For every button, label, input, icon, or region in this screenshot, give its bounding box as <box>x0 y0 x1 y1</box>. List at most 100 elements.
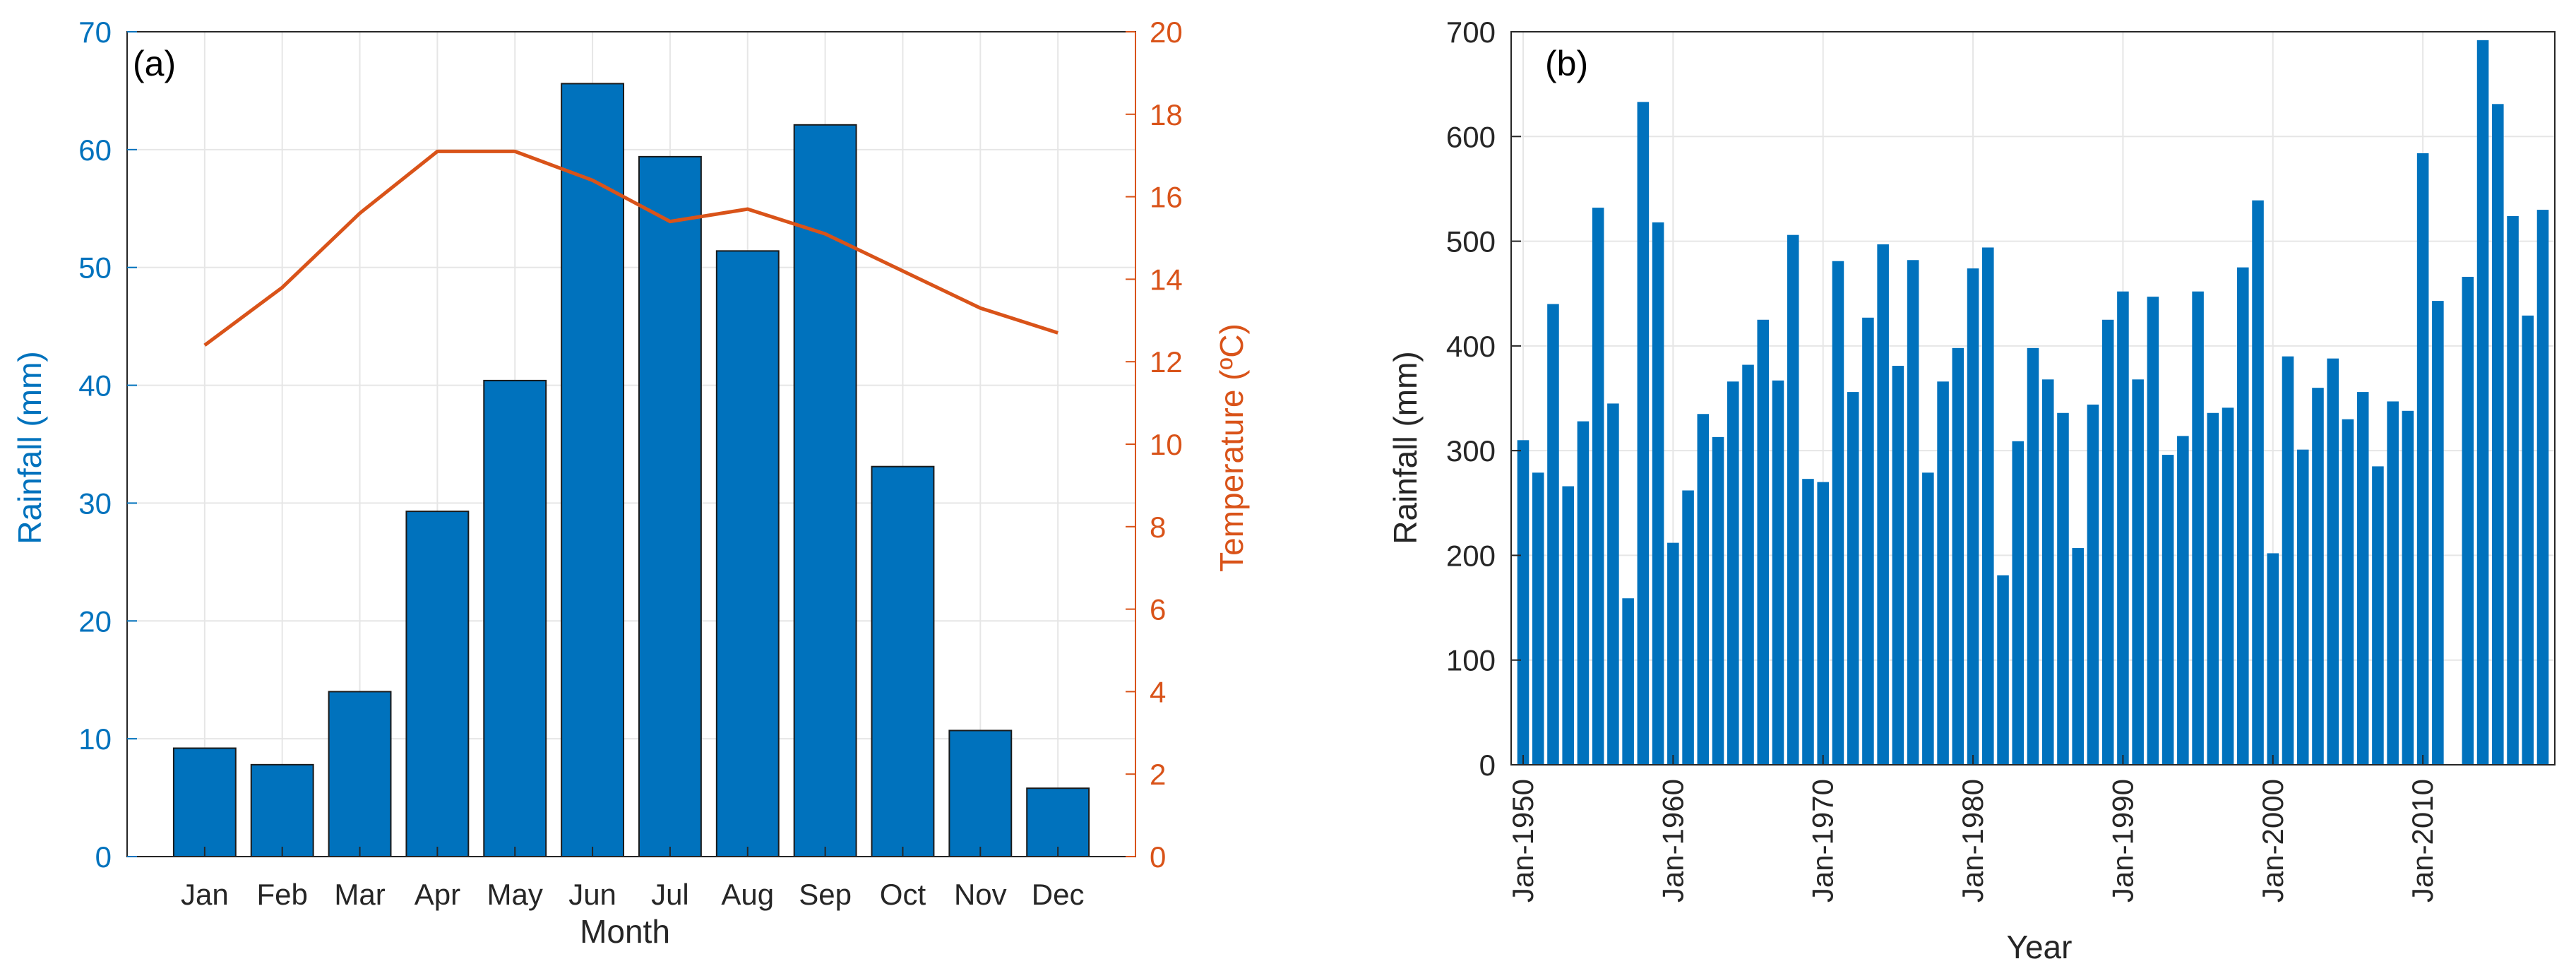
rainfall-bar-1984 <box>2027 347 2039 765</box>
rainfall-bar-1982 <box>1997 575 2009 765</box>
rainfall-bar-1964 <box>1727 381 1739 765</box>
panel-a-left-tick-label: 0 <box>95 840 112 874</box>
rainfall-bar-1960 <box>1667 542 1679 765</box>
rainfall-bar-1968 <box>1787 234 1799 765</box>
rainfall-bar-2017 <box>2522 315 2534 766</box>
rainfall-bar-2000 <box>2267 553 2279 765</box>
rainfall-bar-1983 <box>2012 441 2025 765</box>
rainfall-bar-1999 <box>2252 200 2264 765</box>
rainfall-bar-dec <box>1026 787 1090 858</box>
panel-a-x-tick-label: Feb <box>257 878 308 911</box>
rainfall-bar-aug <box>715 250 780 857</box>
rainfall-bar-1992 <box>2147 297 2159 766</box>
panel-b-y-tick-label: 500 <box>1446 225 1496 258</box>
panel-a-right-tick-label: 14 <box>1150 263 1183 296</box>
rainfall-bar-2013 <box>2462 276 2474 765</box>
panel-a-right-tick-label: 2 <box>1150 758 1166 791</box>
rainfall-bar-2007 <box>2372 466 2384 765</box>
panel-a-x-tick-label: Apr <box>415 878 460 911</box>
rainfall-bar-1971 <box>1832 261 1844 765</box>
panel-a-x-tick-label: Oct <box>880 878 926 911</box>
panel-a-right-tick-label: 20 <box>1150 16 1183 49</box>
panel-a-right-tick-label: 12 <box>1150 345 1183 379</box>
panel-b-y-tick-label: 0 <box>1479 749 1496 782</box>
rainfall-bar-1953 <box>1562 486 1574 765</box>
rainfall-bar-jun <box>561 83 625 858</box>
panel-b-y-tick-label: 300 <box>1446 434 1496 467</box>
panel-a-right-tick-label: 10 <box>1150 428 1183 461</box>
rainfall-bar-2014 <box>2476 40 2489 765</box>
rainfall-bar-1993 <box>2161 455 2174 765</box>
rainfall-bar-2003 <box>2312 388 2324 765</box>
rainfall-bar-2006 <box>2356 392 2369 765</box>
panel-b-y-axis-title: Rainfall (mm) <box>1387 351 1424 544</box>
rainfall-bar-may <box>483 379 547 857</box>
rainfall-bar-mar <box>328 691 392 858</box>
panel-b-y-tick-label: 700 <box>1446 16 1496 49</box>
panel-b-x-tick-label: Jan-1990 <box>2106 779 2139 903</box>
rainfall-bar-1951 <box>1532 472 1544 765</box>
rainfall-bar-1962 <box>1697 414 1710 765</box>
panel-a-chart: 0 10 20 30 40 50 60 70 0 2 4 6 8 10 12 14 16 18 20 Jan Feb… <box>11 16 1250 950</box>
panel-a-temperature-line <box>203 149 1059 347</box>
rainfall-bar-1981 <box>1982 247 1994 765</box>
panel-b-axes-box <box>1510 31 2556 766</box>
rainfall-bar-feb <box>250 763 314 858</box>
panel-a-x-axis-title: Month <box>580 913 670 950</box>
panel-b-bars <box>1517 40 2549 766</box>
panel-a-left-axis-title: Rainfall (mm) <box>11 351 48 544</box>
panel-b-y-tick-label: 100 <box>1446 644 1496 677</box>
rainfall-bar-2016 <box>2507 215 2519 765</box>
rainfall-bar-1995 <box>2192 291 2204 766</box>
rainfall-bar-1980 <box>1967 268 1979 765</box>
rainfall-bar-1989 <box>2101 319 2114 765</box>
rainfall-bar-1961 <box>1682 490 1694 765</box>
panel-a-left-tick-label: 10 <box>78 722 112 756</box>
panel-a-left-tick-label: 40 <box>78 369 112 403</box>
rainfall-bar-2018 <box>2536 210 2549 766</box>
panel-a-x-tick-label: May <box>487 878 543 911</box>
panel-b-x-tick-label: Jan-2010 <box>2406 779 2439 903</box>
panel-b-x-axis-title: Year <box>2007 929 2073 965</box>
rainfall-bar-2001 <box>2282 356 2294 766</box>
rainfall-bar-1972 <box>1847 392 1859 765</box>
panel-a-right-tick-label: 0 <box>1150 840 1166 874</box>
rainfall-bar-2002 <box>2296 449 2309 765</box>
rainfall-bar-1955 <box>1592 208 1604 765</box>
rainfall-bar-1965 <box>1742 364 1754 765</box>
panel-a-right-tick-label: 8 <box>1150 511 1166 544</box>
panel-b-label: (b) <box>1545 44 1588 83</box>
rainfall-bar-1969 <box>1802 479 1814 765</box>
rainfall-bar-1950 <box>1517 440 1530 765</box>
panel-a-right-axis-title: Temperature (ºC) <box>1213 323 1250 572</box>
rainfall-bar-1977 <box>1922 472 1934 765</box>
panel-a-x-tick-label: Jan <box>181 878 229 911</box>
rainfall-bar-1973 <box>1862 317 1874 765</box>
rainfall-bar-1986 <box>2057 412 2069 765</box>
panel-a-x-tick-label: Jun <box>568 878 616 911</box>
rainfall-bar-jul <box>638 155 702 857</box>
rainfall-bar-1966 <box>1757 319 1770 765</box>
rainfall-bar-nov <box>948 729 1013 858</box>
panel-a-x-tick-label: Dec <box>1032 878 1085 911</box>
rainfall-bar-1991 <box>2132 379 2144 765</box>
panel-a-left-tick-label: 20 <box>78 604 112 638</box>
rainfall-bar-1958 <box>1637 102 1650 765</box>
rainfall-bar-1959 <box>1652 222 1664 765</box>
rainfall-bar-1970 <box>1817 482 1829 765</box>
rainfall-bar-1996 <box>2207 412 2219 765</box>
panel-a-left-tick-label: 30 <box>78 487 112 520</box>
rainfall-bar-1985 <box>2041 379 2054 765</box>
panel-a-left-tick-label: 50 <box>78 251 112 285</box>
rainfall-bar-2009 <box>2402 410 2414 765</box>
rainfall-bar-2005 <box>2342 419 2354 765</box>
rainfall-bar-1998 <box>2237 267 2249 766</box>
panel-b-x-tick-label: Jan-2000 <box>2256 779 2289 903</box>
rainfall-bar-1967 <box>1772 380 1784 765</box>
panel-b-x-tick-label: Jan-1960 <box>1656 779 1689 903</box>
rainfall-bar-1954 <box>1577 421 1590 765</box>
panel-b-y-axis: 0 100 200 300 400 500 600 700 <box>1446 16 1521 782</box>
panel-a-right-tick-label: 6 <box>1150 593 1166 626</box>
rainfall-bar-1979 <box>1952 347 1964 765</box>
